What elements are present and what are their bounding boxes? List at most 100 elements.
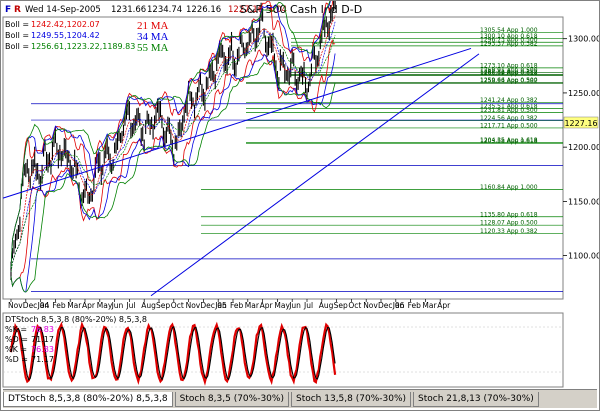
header-change: -4.04 — [265, 5, 287, 15]
time-tick-label: Mar — [245, 301, 260, 310]
legend-ma-34: 34 MA — [137, 31, 169, 43]
time-tick-label: Jan — [37, 301, 50, 310]
time-tick-label: Jan — [392, 301, 405, 310]
tab-dtstoch[interactable]: DTStoch 8,5,3,8 (80%-20%) 8,5,3,8 — [3, 391, 173, 407]
time-tick-label: Oct — [171, 301, 184, 310]
time-tick-label: Jun — [111, 301, 124, 310]
fib-level-label: 1296.73 App 0.500 — [480, 37, 538, 44]
time-tick-label: Jun — [288, 301, 301, 310]
ma-34-lower-band — [10, 53, 336, 293]
time-tick-label: Jan — [214, 301, 227, 310]
tab-stoch-13-5-8[interactable]: Stoch 13,5,8 (70%-30%) — [290, 391, 412, 407]
stoch-d-1-value: 71.17 — [31, 335, 54, 344]
fib-level-label: 1203.58 App 0.618 — [480, 138, 538, 145]
time-tick-label: Nov — [8, 301, 23, 310]
time-tick-label: Apr — [82, 301, 96, 310]
time-tick-label: Mar — [422, 301, 437, 310]
legend-boll-3-values: 1256.61,1223.22,1189.83 — [31, 42, 135, 51]
stoch-k-1-value: 76.83 — [31, 325, 54, 334]
stoch-d-line — [10, 325, 336, 381]
time-tick-label: Oct — [348, 301, 361, 310]
fib-level-label: 1231.81 App 0.500 — [480, 107, 538, 114]
tab-stoch-21-8-13[interactable]: Stoch 21,8,13 (70%-30%) — [413, 391, 539, 407]
fib-level-label: 1120.33 App 0.382 — [480, 228, 538, 235]
stoch-title: DTStoch 8,5,3,8 (80%-20%) 8,5,3,8 — [5, 315, 147, 324]
lower-trendline — [150, 53, 480, 297]
time-tick-label: May — [97, 301, 113, 310]
time-tick-label: Nov — [363, 301, 378, 310]
ma-34-line — [10, 21, 336, 273]
stoch-pane[interactable] — [2, 312, 564, 388]
fib-level-label: 1293.37 App 0.382 — [480, 40, 538, 47]
ma-55-line — [10, 35, 336, 273]
stoch-k-2-label: %K = — [5, 345, 27, 354]
price-tick-label: 1250.00 — [568, 89, 599, 98]
header-low: 1226.16 — [186, 5, 221, 15]
time-tick-label: Mar — [67, 301, 82, 310]
stoch-d-1-label: %D = — [5, 335, 28, 344]
fib-level-label: 1273.10 App 0.618 — [480, 62, 538, 69]
ma-55-lower-band — [10, 59, 336, 293]
legend-ma-55: 55 MA — [137, 42, 169, 54]
fib-level-label: 1266.09 App 0.618 — [480, 70, 538, 77]
legend-boll-2-values: 1249.55,1204.42 — [31, 31, 100, 40]
fib-level-label: 1259.66 App 0.500 — [480, 77, 538, 84]
fib-level-label: 1267.12 App 0.382 — [480, 69, 538, 76]
indicator-tabs: DTStoch 8,5,3,8 (80%-20%) 8,5,3,8 Stoch … — [3, 389, 597, 408]
fib-level-label: 1241.24 App 0.382 — [480, 97, 538, 104]
last-price-label: 1227.16 — [564, 119, 597, 128]
f-button[interactable]: F — [5, 5, 11, 15]
fib-level-label: 1135.80 App 0.618 — [480, 211, 538, 218]
fib-level-label: 1128.07 App 0.500 — [480, 220, 538, 227]
ma-55-upper-band — [10, 1, 331, 268]
legend-boll-1-label: Boll = — [5, 20, 29, 29]
stoch-k-1-label: %K = — [5, 325, 27, 334]
time-tick-label: Jul — [303, 301, 313, 310]
time-tick-label: Feb — [52, 301, 66, 310]
time-tick-label: Dec 06 — [378, 301, 405, 310]
time-tick-label: Feb — [230, 301, 244, 310]
time-tick-label: Sep — [156, 301, 170, 310]
fib-level-label: 1204.35 App 1.618 — [480, 137, 538, 144]
price-tick-label: 1200.00 — [568, 143, 599, 152]
legend-boll-2-label: Boll = — [5, 31, 29, 40]
price-tick-label: 1300.00 — [568, 35, 599, 44]
fib-level-label: 1300.10 App 0.618 — [480, 33, 538, 40]
last-price-marker — [563, 116, 599, 129]
time-tick-label: Aug — [141, 301, 156, 310]
stoch-d-2-label: %D = — [5, 355, 28, 364]
time-tick-label: Dec 04 — [23, 301, 50, 310]
price-tick-label: 1100.00 — [568, 252, 599, 261]
header-date: Wed 14-Sep-2005 — [25, 5, 101, 15]
stoch-k-2-value: 76.83 — [31, 345, 54, 354]
header-close: 1227.16 — [228, 5, 263, 15]
r-button[interactable]: R — [14, 5, 21, 15]
fib-level-label: 1235.51 App 0.618 — [480, 103, 538, 110]
upper-trendline — [2, 47, 472, 199]
time-tick-label: Dec 05 — [200, 301, 227, 310]
time-tick-label: May — [274, 301, 290, 310]
legend-boll-1-values: 1242.42,1202.07 — [31, 20, 100, 29]
fib-level-label: 1305.54 App 1.000 — [480, 27, 538, 34]
time-tick-label: Feb — [408, 301, 422, 310]
fib-level-label: 1224.56 App 0.382 — [480, 115, 538, 122]
header-high: 1234.74 — [147, 5, 182, 15]
legend: Boll = 1242.42,1202.07 Boll = 1249.55,12… — [5, 20, 169, 54]
fib-level-label: 1258.94 App 0.382 — [480, 78, 538, 85]
time-tick-label: Apr — [437, 301, 451, 310]
legend-ma-21: 21 MA — [137, 20, 169, 32]
time-tick-label: Jul — [125, 301, 135, 310]
chart-title: S&P 500 Cash Ind D-D — [240, 3, 362, 16]
fib-level-label: 1160.84 App 1.000 — [480, 184, 538, 191]
stoch-readout: %K = 76.83 %D = 71.17 %K = 76.83 %D = 71… — [5, 325, 54, 364]
time-tick-label: Nov — [186, 301, 201, 310]
tab-stoch-8-3-5[interactable]: Stoch 8,3,5 (70%-30%) — [174, 391, 289, 407]
price-chart[interactable]: F R Wed 14-Sep-2005 1231.66 1234.74 1226… — [1, 1, 599, 389]
price-tick-label: 1150.00 — [568, 197, 599, 206]
header-open: 1231.66 — [111, 5, 146, 15]
time-tick-label: Apr — [260, 301, 274, 310]
fib-level-label: 1217.71 App 0.500 — [480, 122, 538, 129]
ma-21-upper-band — [10, 1, 334, 268]
